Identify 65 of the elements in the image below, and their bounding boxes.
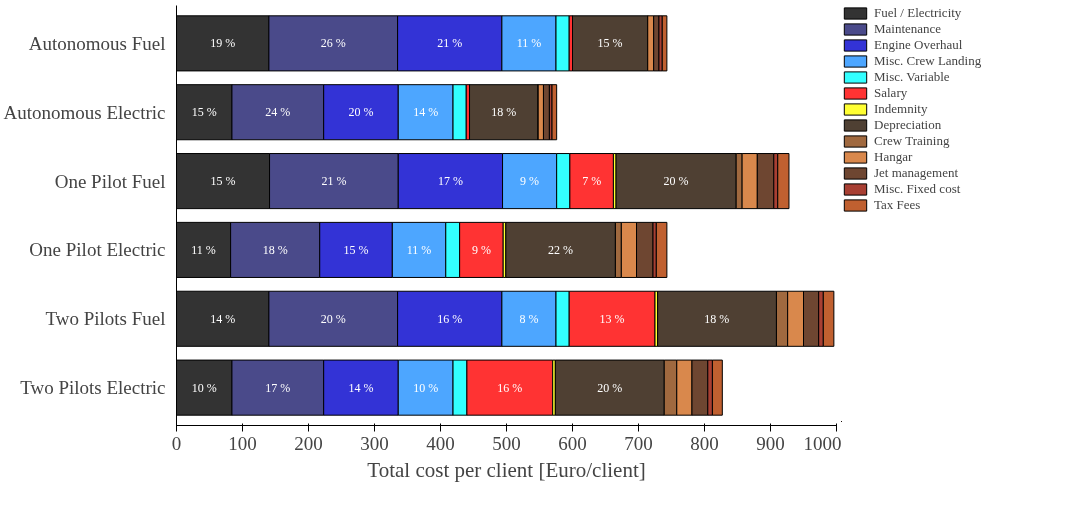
annotation: 20 % (348, 105, 374, 120)
annotation: 20 % (597, 380, 623, 395)
annotation: 17 % (265, 380, 291, 395)
y-tick-label: Autonomous Electric (3, 101, 166, 123)
x-tick-label: 800 (690, 432, 719, 454)
legend-label: Fuel / Electricity (874, 5, 962, 21)
y-tick-label: Two Pilots Fuel (45, 308, 166, 330)
annotation: 11 % (406, 242, 432, 257)
annotation: 15 % (597, 36, 623, 51)
annotation: 14 % (413, 105, 439, 120)
legend-label: Hangar (874, 149, 913, 165)
x-tick-label: 600 (558, 432, 587, 454)
annotation: 18 % (491, 105, 517, 120)
legend-label: Crew Training (874, 133, 950, 149)
annotation: 13 % (599, 311, 625, 326)
annotation: 15 % (210, 174, 236, 189)
annotation: 14 % (348, 380, 374, 395)
annotation: 20 % (663, 174, 689, 189)
legend-label: Maintenance (874, 21, 942, 37)
legend-label: Misc. Fixed cost (874, 181, 961, 197)
annotation: 15 % (191, 105, 217, 120)
annotation: 8 % (519, 311, 539, 326)
legend-label: Depreciation (874, 117, 942, 133)
y-tick-label: Two Pilots Electric (20, 377, 166, 399)
y-tick-label: One Pilot Electric (29, 239, 166, 261)
legend-label: Salary (874, 85, 908, 101)
legend-label: Misc. Crew Landing (874, 53, 982, 69)
legend-label: Engine Overhaul (874, 37, 963, 53)
annotation: 19 % (210, 36, 236, 51)
annotation: 21 % (437, 36, 463, 51)
annotation: 16 % (497, 380, 523, 395)
annotation: 7 % (582, 174, 602, 189)
x-tick-label: 100 (228, 432, 257, 454)
annotation: 26 % (320, 36, 346, 51)
annotation: 20 % (320, 311, 346, 326)
legend-label: Indemnity (874, 101, 928, 117)
x-axis-title: Total cost per client [Euro/client] (367, 457, 646, 482)
y-tick-label: One Pilot Fuel (54, 170, 166, 192)
annotation: 22 % (548, 242, 574, 257)
x-tick-label: 500 (492, 432, 521, 454)
legend-label: Misc. Variable (874, 69, 950, 85)
annotation: 21 % (321, 174, 347, 189)
x-tick-label: 1000 (803, 432, 842, 454)
x-tick-label: 200 (294, 432, 323, 454)
annotation: 14 % (210, 311, 236, 326)
annotation: 11 % (516, 36, 542, 51)
x-tick-label: 900 (756, 432, 785, 454)
annotation: 9 % (471, 242, 491, 257)
x-tick-label: 0 (171, 432, 182, 454)
legend-label: Tax Fees (874, 197, 921, 213)
annotation: 15 % (343, 242, 369, 257)
annotation: 11 % (191, 242, 216, 257)
annotation: 9 % (520, 174, 540, 189)
annotation: 16 % (437, 311, 463, 326)
x-tick-label: 300 (360, 432, 389, 454)
legend-label: Jet management (874, 165, 959, 181)
annotation: 18 % (704, 311, 730, 326)
annotation: 10 % (191, 380, 217, 395)
annotation: 10 % (413, 380, 439, 395)
annotation: 17 % (437, 174, 463, 189)
annotation: 24 % (265, 105, 291, 120)
x-tick-label: 400 (426, 432, 455, 454)
annotation: 18 % (262, 242, 288, 257)
y-tick-label: Autonomous Fuel (28, 32, 166, 54)
x-tick-label: 700 (624, 432, 653, 454)
